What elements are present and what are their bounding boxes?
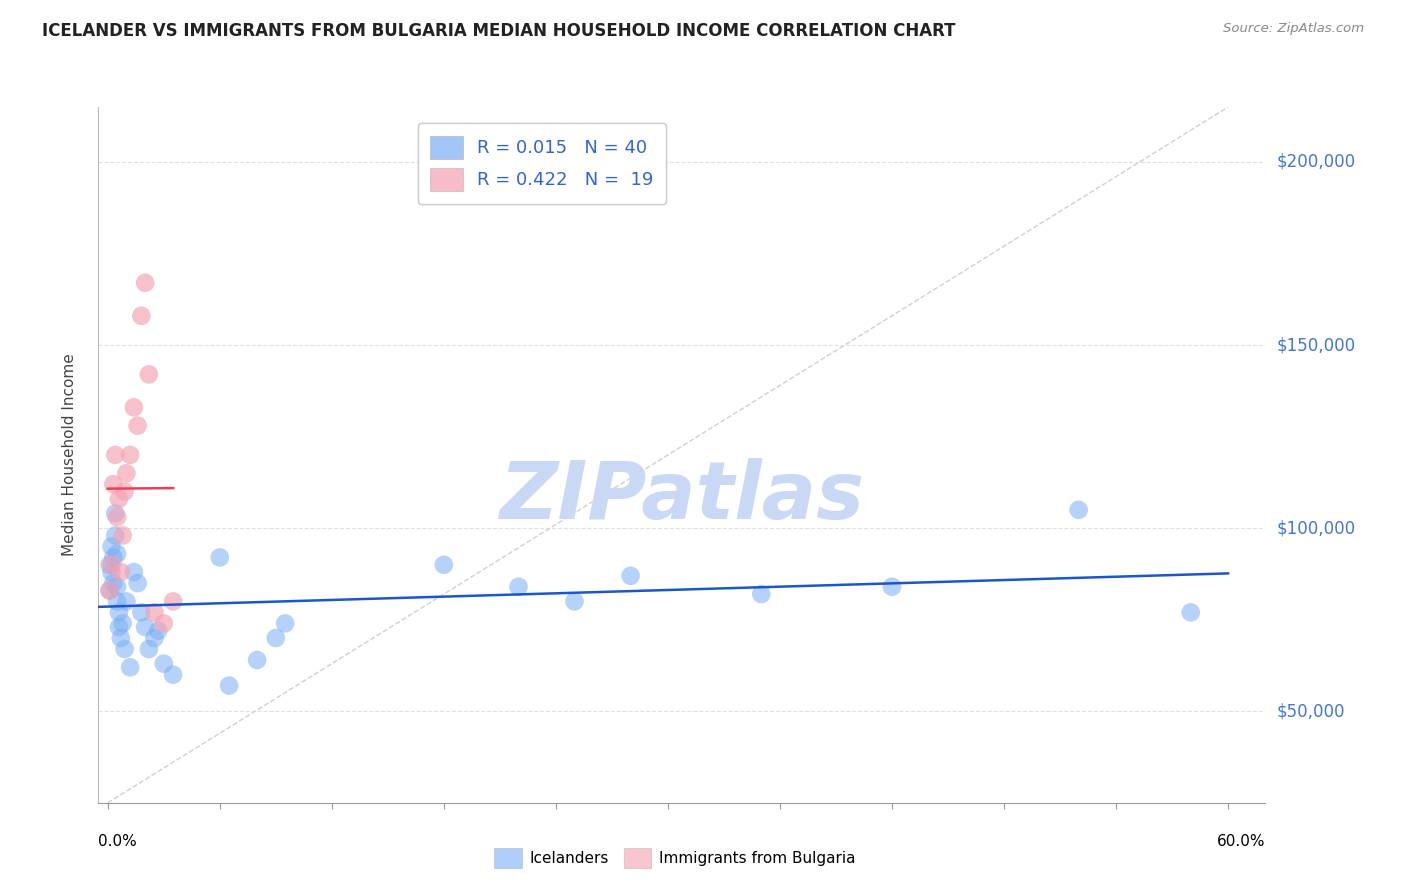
Point [433, 558, 456, 572]
Point [122, 565, 145, 579]
Point [138, 642, 160, 657]
Point [138, 368, 160, 382]
Point [143, 631, 166, 645]
Text: 0.0%: 0.0% [98, 834, 138, 849]
Point [105, 547, 128, 561]
Point [749, 587, 772, 601]
Point [146, 624, 169, 638]
Point [208, 550, 231, 565]
Legend: Icelanders, Immigrants from Bulgaria: Icelanders, Immigrants from Bulgaria [486, 840, 863, 875]
Point [111, 528, 134, 542]
Point [108, 620, 131, 634]
Point [103, 550, 125, 565]
Point [104, 528, 127, 542]
Point [120, 448, 142, 462]
Point [103, 576, 125, 591]
Text: $150,000: $150,000 [1277, 336, 1355, 354]
Point [115, 467, 138, 481]
Point [152, 657, 174, 671]
Point [100, 540, 122, 554]
Point [1067, 503, 1090, 517]
Text: $200,000: $200,000 [1277, 153, 1355, 171]
Point [564, 594, 586, 608]
Point [127, 418, 149, 433]
Point [108, 491, 131, 506]
Point [127, 576, 149, 591]
Point [143, 606, 166, 620]
Point [619, 568, 641, 582]
Text: ZIPatlas: ZIPatlas [499, 458, 865, 536]
Point [218, 679, 240, 693]
Point [122, 401, 145, 415]
Point [274, 616, 297, 631]
Point [110, 631, 132, 645]
Point [103, 477, 125, 491]
Point [98, 558, 121, 572]
Point [115, 594, 138, 608]
Point [264, 631, 287, 645]
Point [246, 653, 269, 667]
Point [134, 276, 156, 290]
Legend: R = 0.015   N = 40, R = 0.422   N =  19: R = 0.015 N = 40, R = 0.422 N = 19 [418, 123, 666, 203]
Point [104, 507, 127, 521]
Point [131, 606, 153, 620]
Text: $50,000: $50,000 [1277, 702, 1346, 720]
Point [1180, 606, 1202, 620]
Text: ICELANDER VS IMMIGRANTS FROM BULGARIA MEDIAN HOUSEHOLD INCOME CORRELATION CHART: ICELANDER VS IMMIGRANTS FROM BULGARIA ME… [42, 22, 956, 40]
Point [105, 510, 128, 524]
Point [104, 448, 127, 462]
Point [134, 620, 156, 634]
Point [108, 606, 131, 620]
Point [508, 580, 530, 594]
Point [98, 583, 121, 598]
Point [105, 594, 128, 608]
Text: $100,000: $100,000 [1277, 519, 1355, 537]
Point [114, 642, 136, 657]
Point [100, 565, 122, 579]
Text: 60.0%: 60.0% [1218, 834, 1265, 849]
Point [131, 309, 153, 323]
Point [880, 580, 903, 594]
Point [105, 580, 128, 594]
Y-axis label: Median Household Income: Median Household Income [62, 353, 77, 557]
Text: Source: ZipAtlas.com: Source: ZipAtlas.com [1223, 22, 1364, 36]
Point [110, 565, 132, 579]
Point [98, 583, 121, 598]
Point [152, 616, 174, 631]
Point [111, 616, 134, 631]
Point [114, 484, 136, 499]
Point [100, 558, 122, 572]
Point [120, 660, 142, 674]
Point [162, 594, 184, 608]
Point [162, 667, 184, 681]
